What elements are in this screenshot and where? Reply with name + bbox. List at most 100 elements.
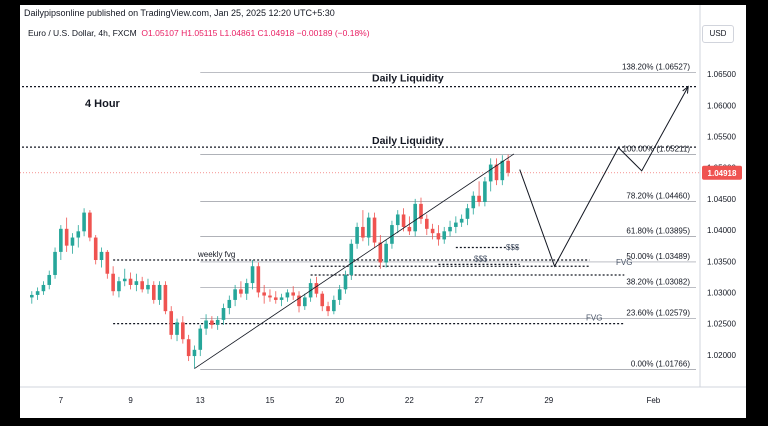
- candle-body: [64, 228, 69, 246]
- candle-body: [134, 281, 139, 285]
- candle-body: [361, 226, 365, 238]
- candle-body: [117, 281, 121, 292]
- symbol-legend: Euro / U.S. Dollar, 4h, FXCM O1.05107 H1…: [28, 28, 370, 38]
- candle-body: [244, 283, 249, 294]
- time-tick-label: 9: [128, 396, 133, 405]
- candle-body: [210, 320, 214, 325]
- candle-body: [59, 228, 63, 252]
- candle-body: [483, 181, 487, 202]
- symbol-name: Euro / U.S. Dollar, 4h, FXCM: [28, 28, 137, 38]
- candle-body: [53, 251, 57, 275]
- candle-body: [372, 217, 377, 243]
- candle-body: [378, 242, 383, 263]
- candle-body: [343, 274, 348, 290]
- candle-body: [204, 320, 208, 329]
- weekly-fvg-label: weekly fvg: [197, 250, 235, 259]
- price-tick-label: 1.04000: [707, 226, 736, 235]
- ohlc-change: −0.00189 (−0.18%): [296, 28, 370, 38]
- candle-body: [494, 164, 499, 181]
- candle-body: [332, 299, 336, 312]
- candle-body: [448, 226, 452, 232]
- candle-body: [47, 274, 52, 285]
- candle-body: [390, 225, 394, 244]
- candle-body: [291, 292, 296, 296]
- candle-body: [407, 226, 412, 232]
- candle-body: [70, 237, 75, 246]
- candle-body: [192, 349, 197, 357]
- candle-body: [221, 308, 226, 320]
- current-price-label: 1.04918: [708, 169, 737, 178]
- candle-body: [175, 322, 179, 335]
- fib-level-label: 38.20% (1.03082): [626, 277, 690, 286]
- price-tick-label: 1.03500: [707, 257, 736, 266]
- candle-body: [262, 292, 266, 296]
- candle-body: [181, 322, 185, 340]
- candle-body: [215, 319, 220, 325]
- candle-body: [366, 217, 371, 238]
- fib-level-label: 78.20% (1.04460): [626, 191, 690, 200]
- candle-body: [471, 195, 476, 209]
- candle-body: [105, 251, 110, 274]
- fib-level-label: 50.00% (1.03489): [626, 252, 690, 261]
- candle-body: [506, 160, 510, 173]
- currency-button[interactable]: USD: [702, 25, 734, 43]
- time-tick-label: 13: [196, 396, 205, 405]
- candle-body: [256, 266, 261, 293]
- sss-label-upper: $$$: [506, 243, 520, 252]
- candle-body: [314, 283, 319, 294]
- candle-body: [349, 243, 354, 275]
- candle-body: [279, 297, 284, 300]
- candle-body: [326, 306, 330, 312]
- price-tick-label: 1.02000: [707, 351, 736, 360]
- price-tick-label: 1.06000: [707, 101, 736, 110]
- trend-line: [194, 153, 515, 369]
- time-tick-label: 29: [544, 396, 553, 405]
- ohlc-low: L1.04861: [219, 28, 256, 38]
- candle-body: [273, 297, 278, 300]
- candle-body: [395, 214, 400, 226]
- price-tick-label: 1.04500: [707, 195, 736, 204]
- fib-level-label: 23.60% (1.02579): [626, 309, 690, 318]
- candle-body: [157, 284, 162, 300]
- timeframe-label: 4 Hour: [85, 98, 121, 110]
- chart-canvas[interactable]: 138.20% (1.06527) 100.00% (1.05211) 78.20%…: [20, 5, 746, 418]
- candle-body: [186, 339, 191, 357]
- candle-body: [111, 273, 115, 292]
- candle-body: [320, 293, 325, 307]
- candle-body: [30, 294, 34, 298]
- candle-body: [303, 297, 307, 307]
- price-tick-label: 1.05500: [707, 133, 736, 142]
- chart-frame: Dailypipsonline published on TradingView…: [20, 5, 746, 418]
- ohlc-high: H1.05115: [181, 28, 218, 38]
- candle-body: [233, 289, 237, 300]
- candle-body: [454, 222, 458, 227]
- candle-body: [477, 195, 481, 202]
- candle-body: [297, 295, 301, 307]
- candle-body: [337, 289, 342, 300]
- candle-body: [384, 243, 388, 263]
- time-tick-label: 15: [266, 396, 275, 405]
- fvg-label-upper: FVG: [616, 258, 632, 267]
- candle-body: [198, 328, 203, 350]
- candle-body: [93, 237, 98, 261]
- fib-level-label: 0.00% (1.01766): [631, 359, 690, 368]
- candle-body: [169, 311, 174, 335]
- candle-body: [401, 214, 406, 227]
- candle-body: [430, 228, 435, 234]
- time-tick-label: 22: [405, 396, 414, 405]
- candle-body: [268, 295, 272, 298]
- fib-level-label: 100.00% (1.05211): [623, 145, 691, 154]
- candle-body: [76, 231, 81, 238]
- daily-liquidity-label-mid: Daily Liquidity: [372, 135, 444, 147]
- candle-body: [227, 299, 232, 309]
- sss-label-lower: $$$: [474, 254, 488, 263]
- time-tick-label: 27: [475, 396, 484, 405]
- candle-body: [88, 212, 92, 238]
- candle-body: [140, 281, 144, 290]
- candle-body: [419, 203, 423, 219]
- candle-body: [436, 233, 441, 240]
- ohlc-open: O1.05107: [141, 28, 179, 38]
- candle-body: [250, 266, 255, 284]
- candle-body: [285, 292, 290, 298]
- candle-body: [122, 278, 127, 282]
